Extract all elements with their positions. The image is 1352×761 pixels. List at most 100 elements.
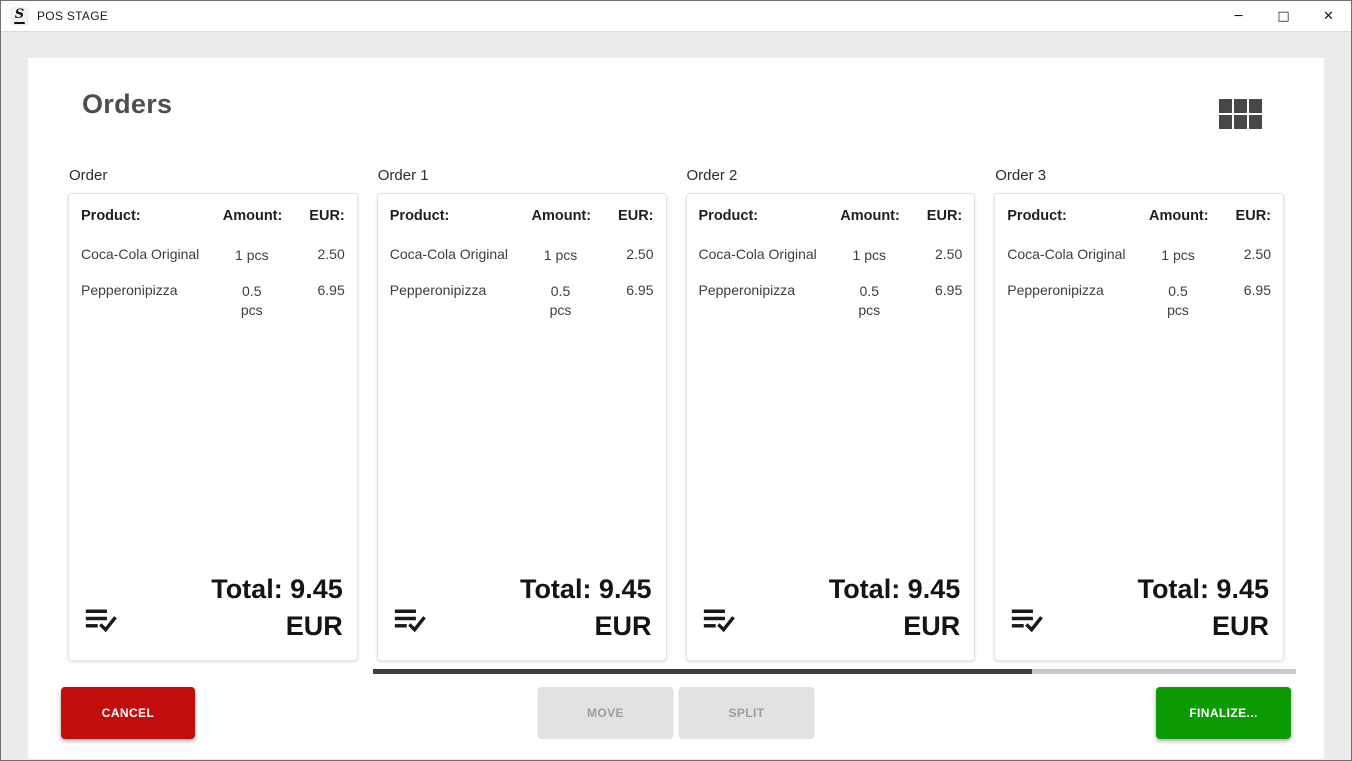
center-button-group: MOVE SPLIT [537, 687, 815, 739]
playlist-check-icon[interactable] [1009, 606, 1045, 640]
order-card[interactable]: Product: Amount: EUR: Coca-Cola Original… [994, 193, 1284, 661]
item-price: 6.95 [626, 281, 654, 298]
order-card[interactable]: Product: Amount: EUR: Coca-Cola Original… [685, 193, 976, 661]
item-product: Pepperonipizza [698, 281, 796, 298]
order-item-row[interactable]: Pepperonipizza 0.5 pcs 6.95 [378, 272, 666, 327]
product-column-header: Product: [698, 208, 759, 224]
playlist-check-icon[interactable] [701, 606, 737, 640]
card-spacer [995, 327, 1283, 559]
item-product: Coca-Cola Original [81, 246, 200, 262]
order-card-footer: Total: 9.45 EUR [687, 559, 975, 660]
order-item-row[interactable]: Pepperonipizza 0.5 pcs 6.95 [687, 272, 975, 327]
amount-column-header: Amount: [840, 208, 900, 224]
move-button[interactable]: MOVE [537, 687, 674, 739]
grid-cell [1249, 99, 1262, 113]
grid-cell [1219, 115, 1232, 129]
order-table-header: Product: Amount: EUR: [378, 194, 666, 236]
close-button[interactable]: ✕ [1306, 1, 1351, 32]
order-column: Order 2 Product: Amount: EUR: Coca-Cola … [685, 167, 976, 661]
product-column-header: Product: [1007, 208, 1067, 224]
eur-column-header: EUR: [618, 208, 654, 224]
horizontal-scrollbar[interactable] [373, 669, 1296, 674]
item-price: 6.95 [935, 281, 963, 298]
amount-column-header: Amount: [1149, 208, 1209, 224]
order-label: Order 1 [377, 167, 429, 184]
order-card-footer: Total: 9.45 EUR [69, 559, 357, 660]
horizontal-scrollbar-thumb[interactable] [373, 669, 1032, 674]
item-price: 2.50 [626, 246, 654, 262]
titlebar: S POS STAGE ─ □ ✕ [1, 1, 1351, 32]
order-table-header: Product: Amount: EUR: [69, 194, 357, 236]
item-amount: 1 pcs [543, 247, 578, 263]
order-label: Order 2 [686, 167, 738, 184]
order-item-row[interactable]: Pepperonipizza 0.5 pcs 6.95 [995, 272, 1283, 327]
playlist-check-icon[interactable] [392, 606, 428, 640]
order-card[interactable]: Product: Amount: EUR: Coca-Cola Original… [376, 193, 667, 661]
order-column: Order 1 Product: Amount: EUR: Coca-Cola … [376, 167, 667, 661]
orders-row: Order Product: Amount: EUR: Coca-Cola Or… [68, 167, 1284, 661]
item-amount: 1 pcs [852, 247, 886, 263]
item-amount: 0.5 pcs [1167, 282, 1189, 318]
cancel-button[interactable]: CANCEL [61, 687, 195, 739]
item-amount: 0.5 pcs [240, 282, 263, 318]
finalize-button[interactable]: FINALIZE... [1156, 687, 1291, 739]
maximize-button[interactable]: □ [1261, 1, 1306, 32]
playlist-check-icon[interactable] [83, 606, 119, 640]
item-amount: 0.5 pcs [549, 282, 572, 318]
order-card[interactable]: Product: Amount: EUR: Coca-Cola Original… [68, 193, 358, 661]
item-product: Coca-Cola Original [1007, 246, 1126, 262]
grid-view-icon[interactable] [1219, 99, 1262, 129]
order-column: Order Product: Amount: EUR: Coca-Cola Or… [68, 167, 358, 661]
item-product: Pepperonipizza [1007, 281, 1104, 298]
item-price: 6.95 [1243, 281, 1271, 298]
order-card-footer: Total: 9.45 EUR [378, 559, 666, 660]
order-item-row[interactable]: Coca-Cola Original 1 pcs 2.50 [995, 236, 1283, 272]
eur-column-header: EUR: [1235, 208, 1271, 224]
eur-column-header: EUR: [309, 208, 345, 224]
s-logo-icon: S [10, 6, 29, 26]
minimize-button[interactable]: ─ [1216, 1, 1261, 32]
order-total: Total: 9.45 EUR [211, 574, 343, 641]
page-title: Orders [82, 89, 173, 119]
item-product: Coca-Cola Original [698, 246, 817, 262]
item-amount: 1 pcs [235, 247, 269, 263]
item-product: Pepperonipizza [81, 281, 178, 298]
item-amount: 1 pcs [1161, 247, 1195, 263]
item-amount: 0.5 pcs [858, 282, 881, 318]
order-total: Total: 9.45 EUR [1137, 574, 1269, 641]
order-item-row[interactable]: Pepperonipizza 0.5 pcs 6.95 [69, 272, 357, 327]
order-total: Total: 9.45 EUR [828, 574, 961, 641]
item-product: Pepperonipizza [389, 281, 487, 298]
s-logo-underline [14, 22, 25, 24]
split-button[interactable]: SPLIT [678, 687, 815, 739]
eur-column-header: EUR: [926, 208, 963, 224]
window-title: POS STAGE [37, 9, 109, 23]
item-price: 2.50 [317, 246, 345, 262]
grid-cell [1249, 115, 1262, 129]
product-column-header: Product: [81, 208, 141, 224]
order-item-row[interactable]: Coca-Cola Original 1 pcs 2.50 [69, 236, 357, 272]
order-label: Order 3 [995, 167, 1047, 184]
card-spacer [69, 327, 357, 559]
order-column: Order 3 Product: Amount: EUR: Coca-Cola … [994, 167, 1284, 661]
order-item-row[interactable]: Coca-Cola Original 1 pcs 2.50 [687, 236, 975, 272]
item-price: 2.50 [1243, 246, 1271, 262]
grid-cell [1234, 99, 1247, 113]
card-spacer [687, 327, 975, 559]
card-spacer [378, 327, 666, 559]
product-column-header: Product: [389, 208, 450, 224]
action-bar: CANCEL MOVE SPLIT FINALIZE... [28, 687, 1324, 739]
item-price: 6.95 [317, 281, 345, 298]
item-product: Coca-Cola Original [389, 246, 509, 262]
item-price: 2.50 [935, 246, 963, 262]
grid-cell [1219, 99, 1232, 113]
s-logo-letter: S [14, 7, 25, 22]
grid-cell [1234, 115, 1247, 129]
amount-column-header: Amount: [222, 208, 283, 224]
amount-column-header: Amount: [531, 208, 592, 224]
order-card-footer: Total: 9.45 EUR [995, 559, 1283, 660]
order-table-header: Product: Amount: EUR: [687, 194, 975, 236]
main-panel: Orders Order Product: Amount: EUR: [28, 58, 1324, 759]
order-item-row[interactable]: Coca-Cola Original 1 pcs 2.50 [378, 236, 666, 272]
